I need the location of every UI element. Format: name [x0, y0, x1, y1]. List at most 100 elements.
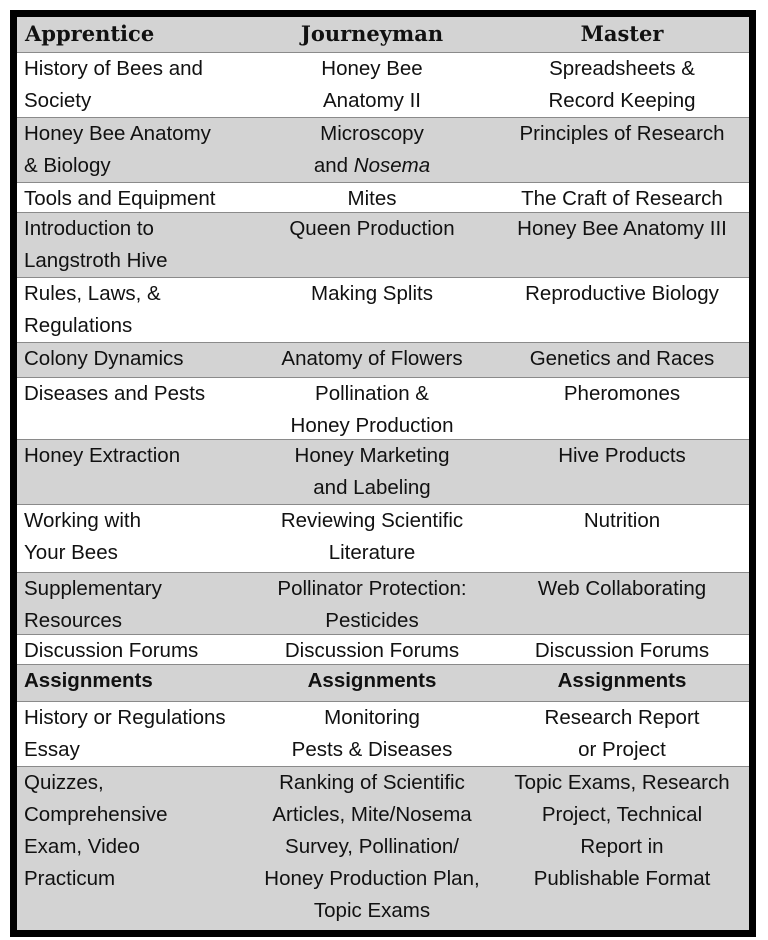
table-row: Supplementary Resources Pollinator Protect…: [17, 573, 749, 635]
journeyman-cell: Assignments: [249, 665, 495, 701]
apprentice-cell: Rules, Laws, & Regulations: [17, 278, 249, 342]
table-row: Quizzes, Comprehensive Exam, Video Practicu…: [17, 767, 749, 930]
table-row: Honey Bee Anatomy & Biology Microscopy and …: [17, 118, 749, 183]
cell-line: & Biology: [24, 154, 111, 177]
cell-line: Anatomy of Flowers: [281, 347, 463, 370]
table-row: Tools and Equipment Mites The Craft of Res…: [17, 183, 749, 213]
cell-line: Working with: [24, 509, 141, 532]
cell-line: Topic Exams: [313, 899, 431, 922]
apprentice-cell: Working with Your Bees: [17, 505, 249, 572]
cell-line: Discussion Forums: [24, 639, 199, 662]
cell-line: Resources: [24, 609, 122, 632]
master-cell: Spreadsheets & Record Keeping: [495, 53, 749, 117]
apprentice-cell: Supplementary Resources: [17, 573, 249, 634]
master-cell: Web Collaborating: [495, 573, 749, 634]
journeyman-cell: Honey Marketing and Labeling: [249, 440, 495, 504]
master-cell: Hive Products: [495, 440, 749, 504]
cell-line: and Labeling: [313, 476, 431, 499]
cell-line: Assignments: [307, 669, 437, 692]
cell-line: Anatomy II: [323, 89, 421, 112]
table-row: Colony Dynamics Anatomy of Flowers Genetic…: [17, 343, 749, 378]
cell-line: Introduction to: [24, 217, 154, 240]
cell-line: Honey Bee Anatomy III: [517, 217, 727, 240]
cell-line: Regulations: [24, 314, 133, 337]
cell-line: Queen Production: [289, 217, 455, 240]
master-cell: Research Report or Project: [495, 702, 749, 766]
apprentice-cell: Quizzes, Comprehensive Exam, Video Practicu…: [17, 767, 249, 930]
journeyman-cell: Making Splits: [249, 278, 495, 342]
journeyman-cell: Pollination & Honey Production: [249, 378, 495, 439]
journeyman-cell: Pollinator Protection: Pesticides: [249, 573, 495, 634]
table-row: Working with Your Bees Reviewing Scientifi…: [17, 505, 749, 573]
table-row: History or Regulations Essay Monitoring Pes…: [17, 702, 749, 767]
apprentice-cell: History or Regulations Essay: [17, 702, 249, 766]
master-cell: Topic Exams, Research Project, Technical R…: [495, 767, 749, 930]
cell-line: Genetics and Races: [529, 347, 715, 370]
apprentice-cell: Diseases and Pests: [17, 378, 249, 439]
cell-line: Honey Bee: [321, 57, 423, 80]
apprentice-cell: Tools and Equipment: [17, 183, 249, 212]
cell-text: and: [313, 154, 354, 177]
master-cell: Honey Bee Anatomy III: [495, 213, 749, 277]
cell-line: Publishable Format: [533, 867, 711, 890]
table-row: Introduction to Langstroth Hive Queen Prod…: [17, 213, 749, 278]
cell-line: and Nosema: [249, 150, 495, 182]
apprentice-cell: Discussion Forums: [17, 635, 249, 664]
cell-line: Pheromones: [563, 382, 681, 405]
cell-line: Supplementary: [24, 577, 162, 600]
cell-line: Microscopy: [320, 122, 424, 145]
cell-line: Honey Production Plan,: [264, 867, 480, 890]
table-row: History of Bees and Society Honey Bee Anato…: [17, 53, 749, 118]
cell-line: Literature: [328, 541, 416, 564]
journeyman-cell: Reviewing Scientific Literature: [249, 505, 495, 572]
table-row: Discussion Forums Discussion Forums Discus…: [17, 635, 749, 665]
journeyman-cell: Anatomy of Flowers: [249, 343, 495, 377]
assignments-header-row: Assignments Assignments Assignments: [17, 665, 749, 702]
cell-line: Practicum: [24, 867, 116, 890]
cell-line: Web Collaborating: [537, 577, 707, 600]
cell-line: Discussion Forums: [534, 639, 710, 662]
header-apprentice: Apprentice: [25, 21, 155, 46]
apprentice-cell: Introduction to Langstroth Hive: [17, 213, 249, 277]
cell-line: Pollinator Protection:: [277, 577, 467, 600]
cell-line: Articles, Mite/Nosema: [272, 803, 472, 826]
cell-line: Essay: [24, 738, 80, 761]
journeyman-cell: Ranking of Scientific Articles, Mite/Nose…: [249, 767, 495, 930]
apprentice-cell: History of Bees and Society: [17, 53, 249, 117]
header-journeyman: Journeyman: [300, 21, 444, 46]
cell-line: Mites: [347, 187, 397, 210]
cell-line: Reproductive Biology: [525, 282, 719, 305]
cell-line: Nutrition: [583, 509, 661, 532]
apprentice-cell: Assignments: [17, 665, 249, 701]
header-master: Master: [580, 21, 664, 46]
cell-line: Principles of Research: [519, 122, 725, 145]
cell-line: Survey, Pollination/: [285, 835, 459, 858]
cell-line: Project, Technical: [541, 803, 703, 826]
table-header-row: Apprentice Journeyman Master: [17, 17, 749, 53]
cell-line: Comprehensive: [24, 803, 168, 826]
table-row: Honey Extraction Honey Marketing and Label…: [17, 440, 749, 505]
cell-line: Discussion Forums: [284, 639, 460, 662]
master-cell: Reproductive Biology: [495, 278, 749, 342]
cell-line: Spreadsheets &: [549, 57, 695, 80]
cell-line: The Craft of Research: [521, 187, 723, 210]
apprentice-cell: Honey Bee Anatomy & Biology: [17, 118, 249, 182]
master-cell: Pheromones: [495, 378, 749, 439]
cell-line: Hive Products: [558, 444, 686, 467]
cell-line: History or Regulations: [24, 706, 226, 729]
cell-line: Report in: [580, 835, 664, 858]
cell-line: Diseases and Pests: [24, 382, 206, 405]
cell-line: Reviewing Scientific: [280, 509, 464, 532]
cell-line: Honey Production: [290, 414, 454, 437]
cell-line: Record Keeping: [548, 89, 696, 112]
journeyman-cell: Honey Bee Anatomy II: [249, 53, 495, 117]
master-cell: The Craft of Research: [495, 183, 749, 212]
master-cell: Assignments: [495, 665, 749, 701]
table-row: Rules, Laws, & Regulations Making Splits Re…: [17, 278, 749, 343]
table-row: Diseases and Pests Pollination & Honey Pro…: [17, 378, 749, 440]
journeyman-cell: Discussion Forums: [249, 635, 495, 664]
apprentice-cell: Colony Dynamics: [17, 343, 249, 377]
cell-line: Honey Bee Anatomy: [24, 122, 211, 145]
cell-line: History of Bees and: [24, 57, 203, 80]
cell-line: Exam, Video: [24, 835, 140, 858]
